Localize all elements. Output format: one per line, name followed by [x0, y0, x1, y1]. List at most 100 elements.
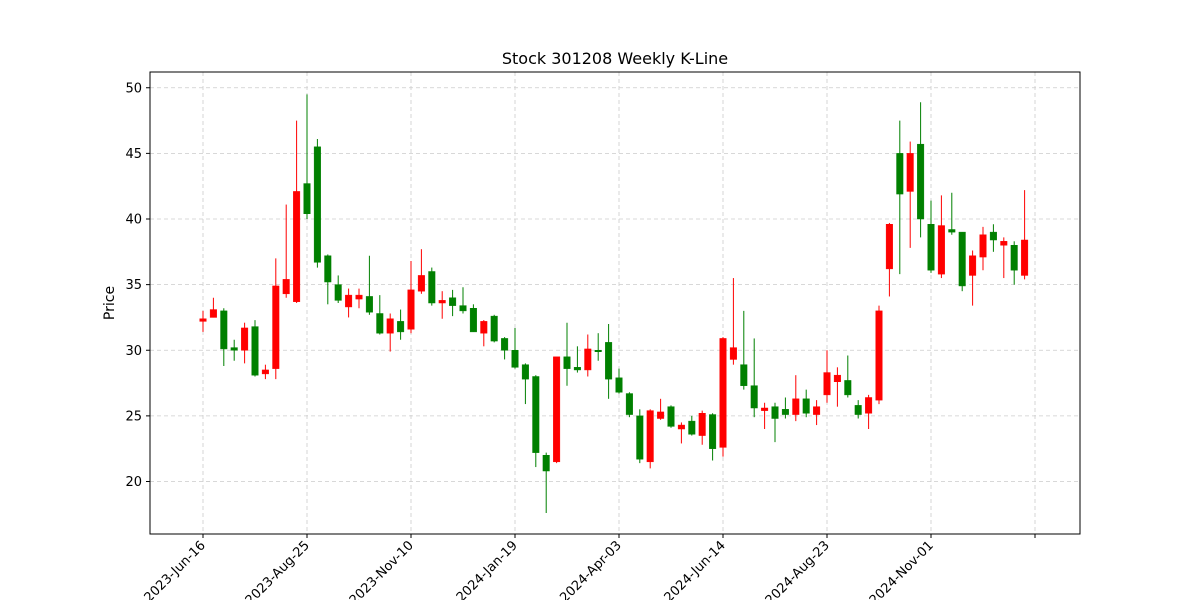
candle-body [511, 350, 519, 368]
candle-body [355, 294, 363, 300]
candle-body [896, 153, 904, 195]
candle-body [750, 385, 758, 409]
candle-body [948, 229, 956, 233]
candle-body [573, 367, 581, 371]
candle-body [958, 231, 966, 287]
candle [1021, 190, 1029, 280]
candle-body [688, 420, 696, 435]
candle [875, 305, 883, 405]
candle [241, 322, 249, 364]
candle [428, 267, 436, 306]
candle [417, 249, 425, 294]
candle [376, 295, 384, 335]
candle-body [386, 318, 394, 334]
candle-body [646, 410, 654, 463]
candle [896, 120, 904, 275]
candle [594, 333, 602, 361]
candle-body [428, 271, 436, 304]
candle-body [209, 309, 217, 318]
candle-body [251, 326, 259, 376]
candle-body [698, 413, 706, 436]
candle-body [937, 225, 945, 275]
candle-body [605, 342, 613, 380]
candle-body [480, 321, 488, 334]
candle [521, 363, 529, 405]
y-tick-label: 20 [125, 475, 142, 490]
candle [719, 337, 727, 457]
candle-body [740, 364, 748, 386]
candle-body [854, 405, 862, 415]
candle-body [594, 350, 602, 352]
candle-body [813, 406, 821, 415]
candle [542, 452, 550, 513]
candle-body [230, 347, 238, 351]
candle [209, 297, 217, 318]
candle [823, 350, 831, 403]
candle-body [625, 393, 633, 415]
candle [885, 222, 893, 297]
candle-body [449, 297, 457, 306]
plot-frame [149, 71, 1081, 535]
candle [865, 394, 873, 429]
candle [1000, 237, 1008, 279]
candle [345, 288, 353, 318]
candle [636, 409, 644, 464]
candle-body [469, 308, 477, 333]
candle [771, 402, 779, 443]
candle [802, 389, 810, 418]
candle-body [241, 327, 249, 351]
candle [688, 415, 696, 436]
candle [969, 250, 977, 306]
candle [750, 338, 758, 418]
candle [761, 402, 769, 429]
candle-body [199, 318, 207, 322]
candle [251, 320, 259, 377]
candle [438, 291, 446, 319]
candle [584, 334, 592, 377]
candle [272, 258, 280, 380]
candle [740, 310, 748, 390]
candle [220, 308, 228, 366]
y-axis-label: Price [102, 286, 118, 320]
candle [958, 231, 966, 292]
candle-body [397, 321, 405, 333]
candle [303, 94, 311, 219]
candle-body [334, 284, 342, 301]
candle [813, 400, 821, 426]
candle [709, 413, 717, 461]
candle [615, 368, 623, 394]
candle-body [365, 296, 373, 313]
candle [313, 138, 321, 268]
candle [948, 192, 956, 235]
candle [490, 314, 498, 343]
candles [199, 94, 1029, 513]
candle [657, 398, 665, 420]
candle [199, 310, 207, 332]
candle [334, 275, 342, 303]
candle [833, 367, 841, 407]
candle-body [615, 377, 623, 393]
candle [573, 346, 581, 373]
y-tick-label: 40 [125, 213, 142, 228]
y-tick-label: 30 [125, 344, 142, 359]
candle [511, 327, 519, 369]
candle [989, 224, 997, 252]
y-tick-label: 50 [125, 81, 142, 96]
candle [324, 254, 332, 305]
candle-body [906, 153, 914, 192]
candle [979, 226, 987, 271]
candle-body [324, 255, 332, 283]
candle-body [261, 369, 269, 375]
candle-body [865, 397, 873, 414]
candle-body [1000, 241, 1008, 246]
candle-body [376, 313, 384, 334]
candle-body [636, 415, 644, 460]
candle-body [220, 310, 228, 350]
candle-body [272, 285, 280, 369]
candle-body [407, 289, 415, 330]
candle-body [969, 255, 977, 276]
candle-body [501, 338, 509, 351]
y-tick-label: 25 [125, 409, 142, 424]
candle-body [781, 409, 789, 415]
candle-body [667, 406, 675, 427]
